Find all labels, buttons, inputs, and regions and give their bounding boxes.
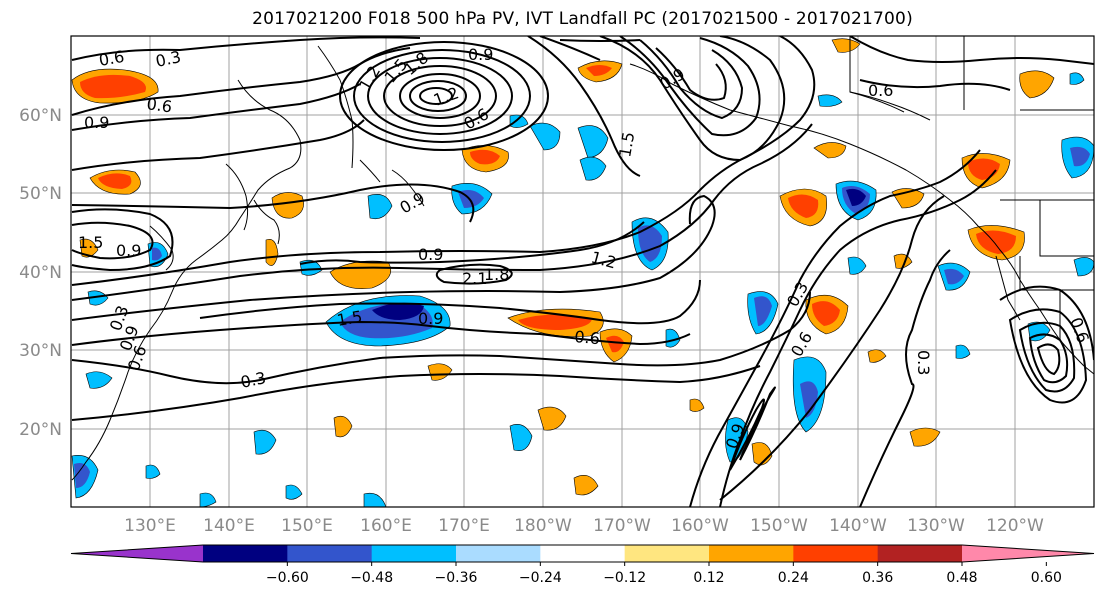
colorbar-segment xyxy=(203,545,288,562)
colorbar-tick-label: 0.48 xyxy=(946,570,977,586)
contour-label: 0.9 xyxy=(468,45,493,64)
contour-label: 0.3 xyxy=(239,368,268,392)
lat-label: 50°N xyxy=(19,184,62,204)
colorbar-tick-label: −0.36 xyxy=(435,570,478,586)
contour-label: 0.9 xyxy=(418,245,443,264)
lon-label: 150°W xyxy=(750,516,808,536)
colorbar-tick-label: 0.36 xyxy=(862,570,893,586)
lat-label: 60°N xyxy=(19,106,62,126)
contour-label: 1.5 xyxy=(78,233,103,252)
colorbar-tick-label: −0.12 xyxy=(603,570,646,586)
lon-label: 180°W xyxy=(514,516,572,536)
lat-label: 40°N xyxy=(19,263,62,283)
colorbar-segment xyxy=(71,545,203,562)
lat-label: 20°N xyxy=(19,420,62,440)
lon-label: 130°W xyxy=(907,516,965,536)
contour-label: 0.9 xyxy=(418,309,443,328)
colorbar-outline xyxy=(70,544,1095,563)
lon-label: 170°W xyxy=(593,516,651,536)
lon-label: 120°W xyxy=(986,516,1044,536)
colorbar-tick-label: 0.60 xyxy=(1031,570,1062,586)
pv-contours xyxy=(71,36,1094,507)
lon-label: 170°E xyxy=(438,516,490,536)
lon-label: 160°W xyxy=(671,516,729,536)
colorbar-segment xyxy=(962,545,1094,562)
contour-label: 1.5 xyxy=(615,130,638,158)
contour-label: 0.6 xyxy=(868,81,893,100)
colorbar-segment xyxy=(624,545,710,562)
colorbar-tick-label: 0.24 xyxy=(778,570,809,586)
colorbar: −0.60 −0.48 −0.36 −0.24 −0.12 0.12 0.24 0.36 0.4… xyxy=(70,544,1095,586)
colorbar-tick-label: 0.12 xyxy=(693,570,724,586)
contour-label: 0.3 xyxy=(154,47,183,71)
contour-label: 0.3 xyxy=(914,350,933,375)
lat-label: 30°N xyxy=(19,341,62,361)
colorbar-segment xyxy=(456,545,541,562)
map-frame xyxy=(70,35,1095,508)
colorbar-tick-label: −0.60 xyxy=(266,570,309,586)
map-title: 2017021200 F018 500 hPa PV, IVT Landfall… xyxy=(252,9,913,29)
contour-label: 1.8 xyxy=(484,265,509,284)
colorbar-tick-label: −0.24 xyxy=(519,570,562,586)
contour-label: 0.6 xyxy=(574,327,601,348)
lon-label: 150°E xyxy=(281,516,333,536)
colorbar-segment xyxy=(287,545,373,562)
lon-label: 130°E xyxy=(124,516,176,536)
contour-label: 0.9 xyxy=(84,113,109,132)
contour-label: 1.5 xyxy=(335,307,363,330)
longitude-labels: 130°E 140°E 150°E 160°E 170°E 180°W 170°… xyxy=(124,516,1044,536)
contour-label: 0.6 xyxy=(97,47,125,70)
contour-label: 0.9 xyxy=(116,241,141,260)
contour-label: 2.1 xyxy=(462,269,487,288)
colorbar-segment xyxy=(793,545,879,562)
colorbar-segment xyxy=(877,545,963,562)
latitude-labels: 60°N 50°N 40°N 30°N 20°N xyxy=(19,106,62,440)
lon-label: 140°E xyxy=(203,516,255,536)
lon-label: 140°W xyxy=(829,516,887,536)
lon-label: 160°E xyxy=(360,516,412,536)
contour-label: 0.6 xyxy=(145,94,173,116)
colorbar-segment xyxy=(540,545,626,562)
colorbar-segment xyxy=(371,545,457,562)
colorbar-tick-label: −0.48 xyxy=(350,570,393,586)
colorbar-segment xyxy=(709,545,794,562)
